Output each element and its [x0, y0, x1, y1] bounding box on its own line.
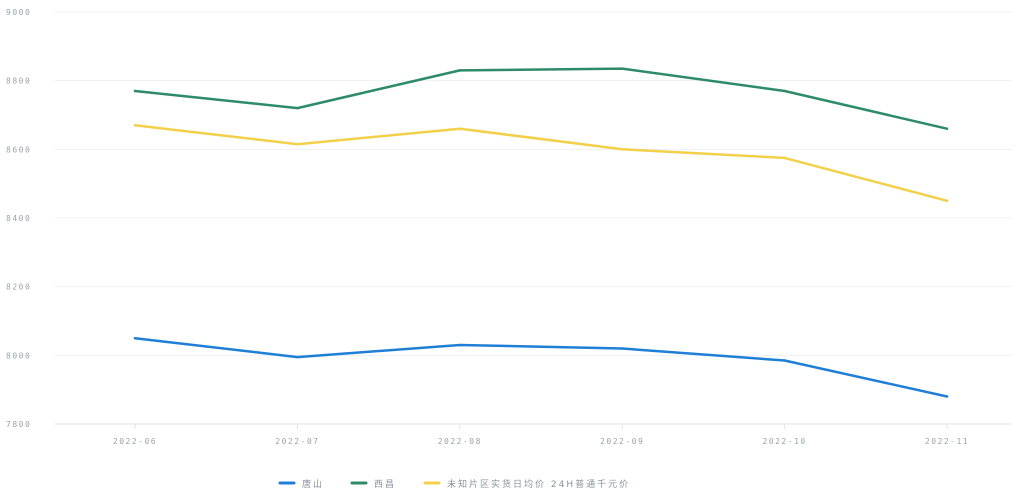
legend-label: 未知片区实货日均价 24H普通千元价: [447, 478, 630, 490]
x-tick-label: 2022-06: [113, 437, 157, 446]
y-axis-ticks: 7800 8000 8200 8400 8600 8800 9000: [6, 8, 31, 429]
y-tick-label: 8000: [6, 351, 31, 360]
data-point: [783, 359, 786, 362]
legend-item-1[interactable]: 西昌: [350, 479, 396, 490]
data-point: [783, 89, 786, 93]
data-point: [621, 67, 624, 70]
y-tick-label: 8400: [6, 214, 31, 223]
legend[interactable]: 唐山 西昌 未知片区实货日均价 24H普通千元价: [278, 478, 630, 490]
data-point: [458, 343, 461, 347]
y-tick-label: 8600: [6, 145, 31, 154]
legend-item-2[interactable]: 未知片区实货日均价 24H普通千元价: [423, 478, 630, 490]
x-tick-label: 2022-11: [925, 437, 969, 446]
data-point: [621, 347, 624, 350]
data-point: [133, 336, 137, 340]
data-point: [133, 124, 137, 127]
data-point: [458, 69, 461, 72]
data-point: [621, 148, 624, 151]
x-axis-ticks: 2022-06 2022-07 2022-08 2022-09 2022-10 2022-…: [113, 424, 969, 446]
x-tick-label: 2022-10: [762, 437, 806, 446]
x-tick-label: 2022-07: [275, 437, 319, 446]
x-tick-label: 2022-08: [438, 437, 482, 446]
legend-item-0[interactable]: 唐山: [278, 478, 324, 490]
data-point: [296, 106, 299, 110]
series-line-0: [133, 336, 949, 398]
data-point: [133, 89, 137, 93]
y-tick-label: 7800: [6, 420, 31, 429]
data-point: [945, 127, 949, 130]
y-tick-label: 9000: [6, 8, 31, 17]
grid-lines: [55, 11, 1012, 356]
data-point: [945, 395, 949, 398]
series-lines: [133, 67, 949, 398]
data-point: [296, 142, 299, 146]
y-tick-label: 8200: [6, 283, 31, 292]
x-tick-label: 2022-09: [600, 437, 644, 446]
y-tick-label: 8800: [6, 77, 31, 86]
legend-label: 唐山: [302, 478, 324, 490]
data-point: [458, 127, 461, 130]
data-point: [783, 156, 786, 160]
series-line-2: [133, 124, 949, 203]
data-point: [945, 199, 949, 203]
series-line-1: [133, 67, 949, 130]
legend-label: 西昌: [374, 479, 396, 490]
data-point: [296, 355, 299, 359]
